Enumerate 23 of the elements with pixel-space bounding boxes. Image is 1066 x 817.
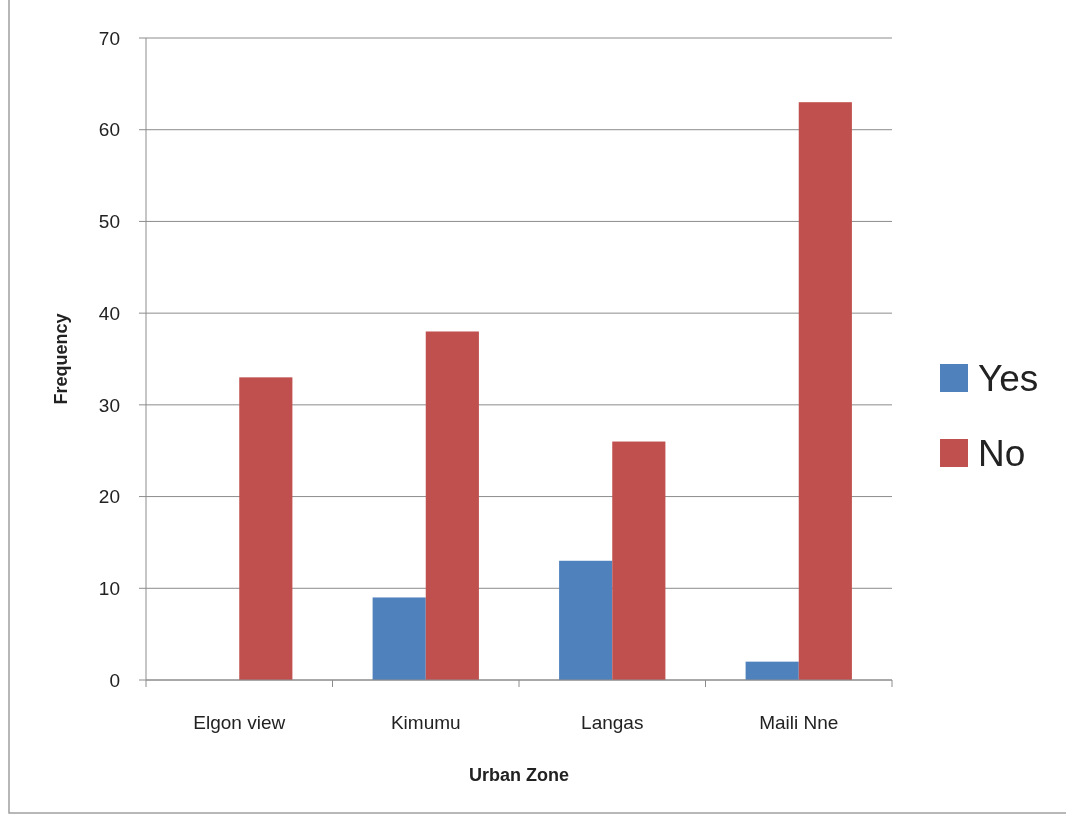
y-tick-label: 60 xyxy=(98,119,120,141)
y-axis-title: Frequency xyxy=(51,313,71,405)
y-tick-label: 20 xyxy=(98,486,120,508)
y-tick-label: 70 xyxy=(98,27,120,49)
bar xyxy=(559,560,613,680)
bar xyxy=(372,597,426,680)
y-tick-label: 30 xyxy=(98,394,120,416)
x-tick-label: Kimumu xyxy=(390,712,461,733)
y-tick-label: 40 xyxy=(98,302,120,324)
bar xyxy=(745,661,799,680)
bar xyxy=(798,102,852,680)
bar xyxy=(612,441,666,680)
x-tick-label: Elgon view xyxy=(193,712,286,733)
x-tick-label: Langas xyxy=(581,712,644,733)
legend-label: No xyxy=(978,432,1026,474)
bar xyxy=(425,331,479,680)
x-tick-label: Maili Nne xyxy=(759,712,839,733)
y-tick-label: 0 xyxy=(109,669,120,691)
y-tick-label: 50 xyxy=(98,211,120,233)
legend-label: Yes xyxy=(978,357,1039,399)
x-axis-title: Urban Zone xyxy=(468,765,570,785)
y-tick-label: 10 xyxy=(98,577,120,599)
bar xyxy=(239,377,293,680)
